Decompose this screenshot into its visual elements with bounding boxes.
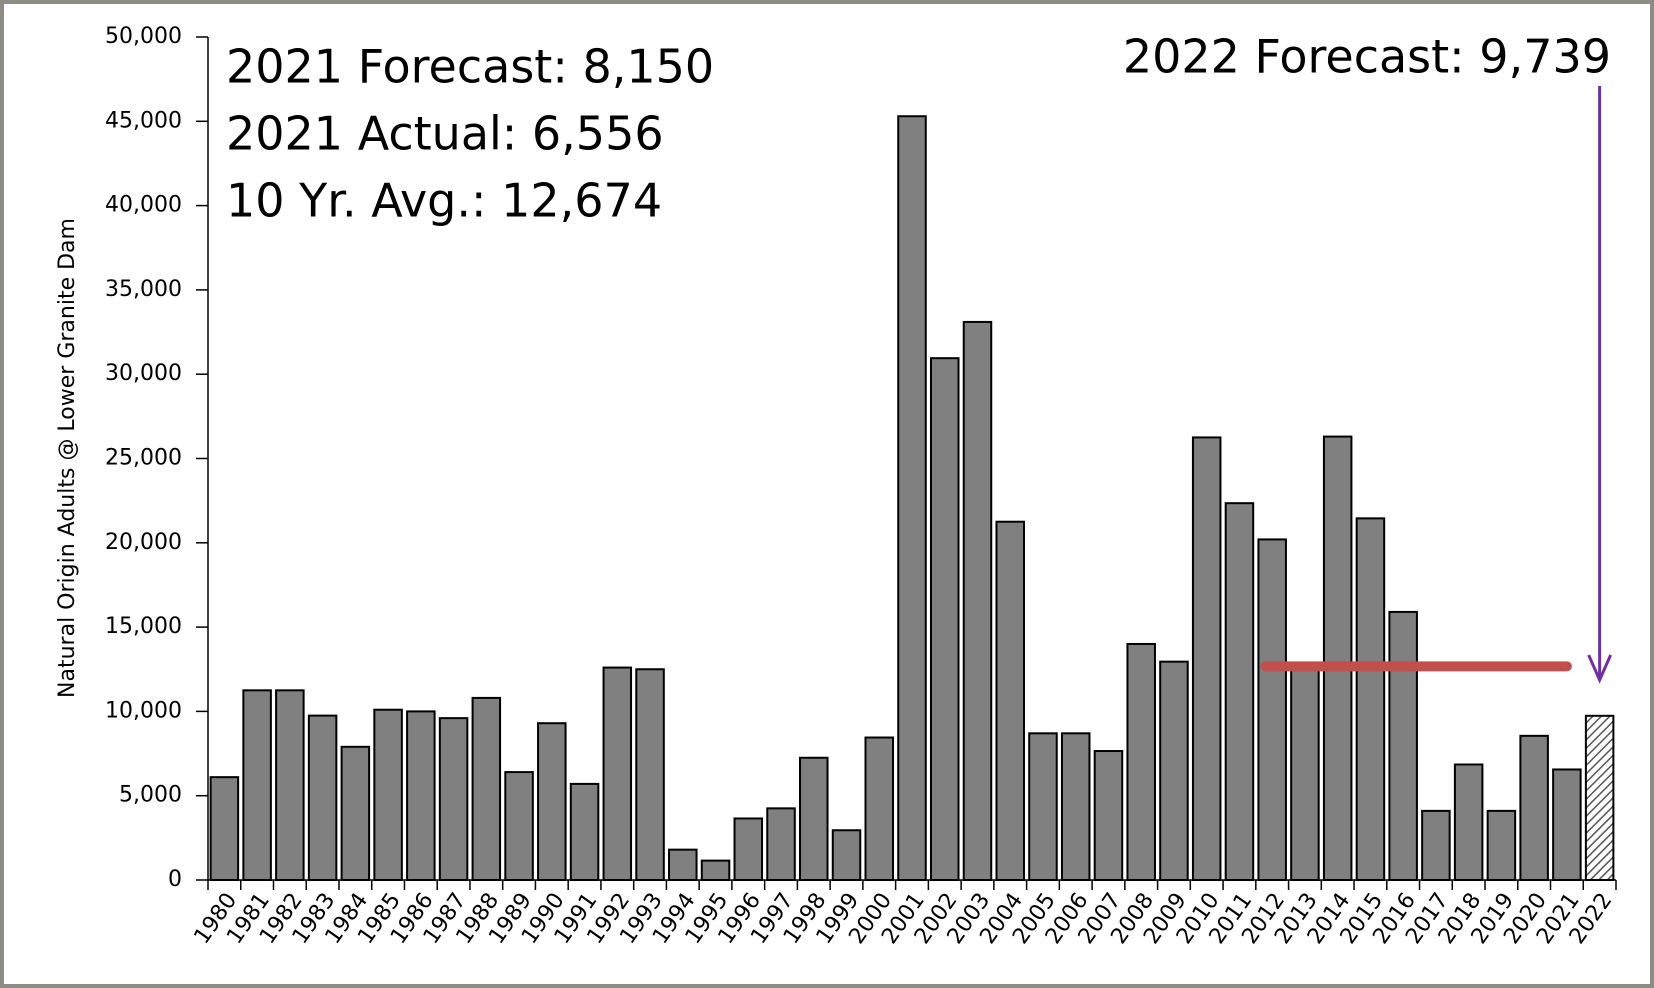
bar — [1290, 666, 1320, 882]
bar — [995, 520, 1025, 881]
bar — [1584, 714, 1615, 882]
y-tick-label: 45,000 — [105, 108, 182, 133]
bar — [799, 756, 829, 882]
bar — [897, 115, 927, 881]
bar — [209, 776, 240, 881]
y-tick-label: 10,000 — [105, 698, 182, 723]
bar — [373, 708, 403, 881]
bar — [1159, 660, 1189, 882]
bar — [1388, 610, 1418, 882]
y-tick-label: 50,000 — [105, 24, 182, 49]
y-tick-label: 15,000 — [105, 614, 182, 639]
y-tick-label: 25,000 — [105, 446, 182, 471]
bar — [1093, 750, 1124, 881]
y-tick-label: 40,000 — [105, 193, 182, 218]
y-tick-label: 0 — [168, 867, 182, 892]
bar — [242, 689, 272, 882]
annotation: 2021 Forecast: 8,150 — [226, 40, 714, 94]
bar — [1191, 436, 1222, 881]
bar — [668, 848, 698, 881]
bar — [471, 696, 502, 881]
bar — [929, 357, 960, 882]
y-tick-label: 20,000 — [105, 530, 182, 555]
y-axis-title: Natural Origin Adults @ Lower Granite Da… — [55, 218, 80, 698]
arrow-head — [1587, 654, 1613, 684]
bar — [635, 668, 665, 881]
bar — [962, 320, 993, 881]
bar — [307, 714, 338, 881]
annotation: 2021 Actual: 6,556 — [226, 107, 664, 161]
bar — [1421, 809, 1451, 882]
bar — [1355, 517, 1386, 882]
bar — [602, 666, 633, 882]
bar — [1028, 732, 1058, 881]
bar — [766, 807, 796, 881]
bar — [831, 829, 862, 881]
bar — [1060, 732, 1091, 881]
bar — [700, 859, 731, 882]
bar — [1486, 809, 1517, 882]
bar — [1322, 435, 1353, 881]
bar — [733, 817, 764, 881]
bar — [1453, 763, 1484, 881]
bar — [504, 771, 534, 882]
bar — [1224, 502, 1255, 881]
bar — [340, 745, 371, 882]
bar — [569, 782, 600, 882]
bar — [1257, 538, 1287, 881]
bar — [1552, 768, 1582, 881]
bar — [275, 689, 305, 882]
y-tick-label: 5,000 — [119, 783, 182, 808]
bar — [438, 717, 469, 881]
bar — [537, 722, 567, 882]
bar — [1126, 642, 1156, 882]
bar — [406, 710, 436, 882]
bar — [864, 736, 895, 882]
forecast-annotation: 2022 Forecast: 9,739 — [1123, 30, 1611, 84]
annotation: 10 Yr. Avg.: 12,674 — [226, 174, 662, 228]
bar — [1519, 734, 1549, 881]
y-tick-label: 35,000 — [105, 277, 182, 302]
y-tick-label: 30,000 — [105, 361, 182, 386]
